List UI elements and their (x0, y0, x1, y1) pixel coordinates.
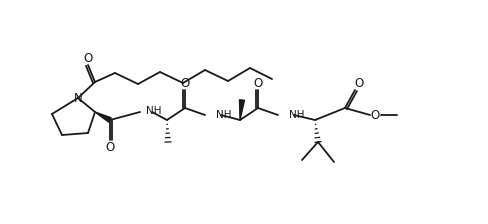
Text: N: N (74, 91, 82, 105)
Text: O: O (370, 108, 380, 121)
Text: O: O (83, 52, 93, 65)
Text: O: O (181, 77, 190, 90)
Polygon shape (240, 100, 244, 120)
Text: O: O (354, 77, 364, 90)
Text: NH: NH (216, 110, 231, 120)
Polygon shape (95, 112, 111, 122)
Text: NH: NH (146, 106, 162, 116)
Text: NH: NH (289, 110, 305, 120)
Text: O: O (253, 77, 263, 90)
Text: O: O (105, 140, 115, 153)
